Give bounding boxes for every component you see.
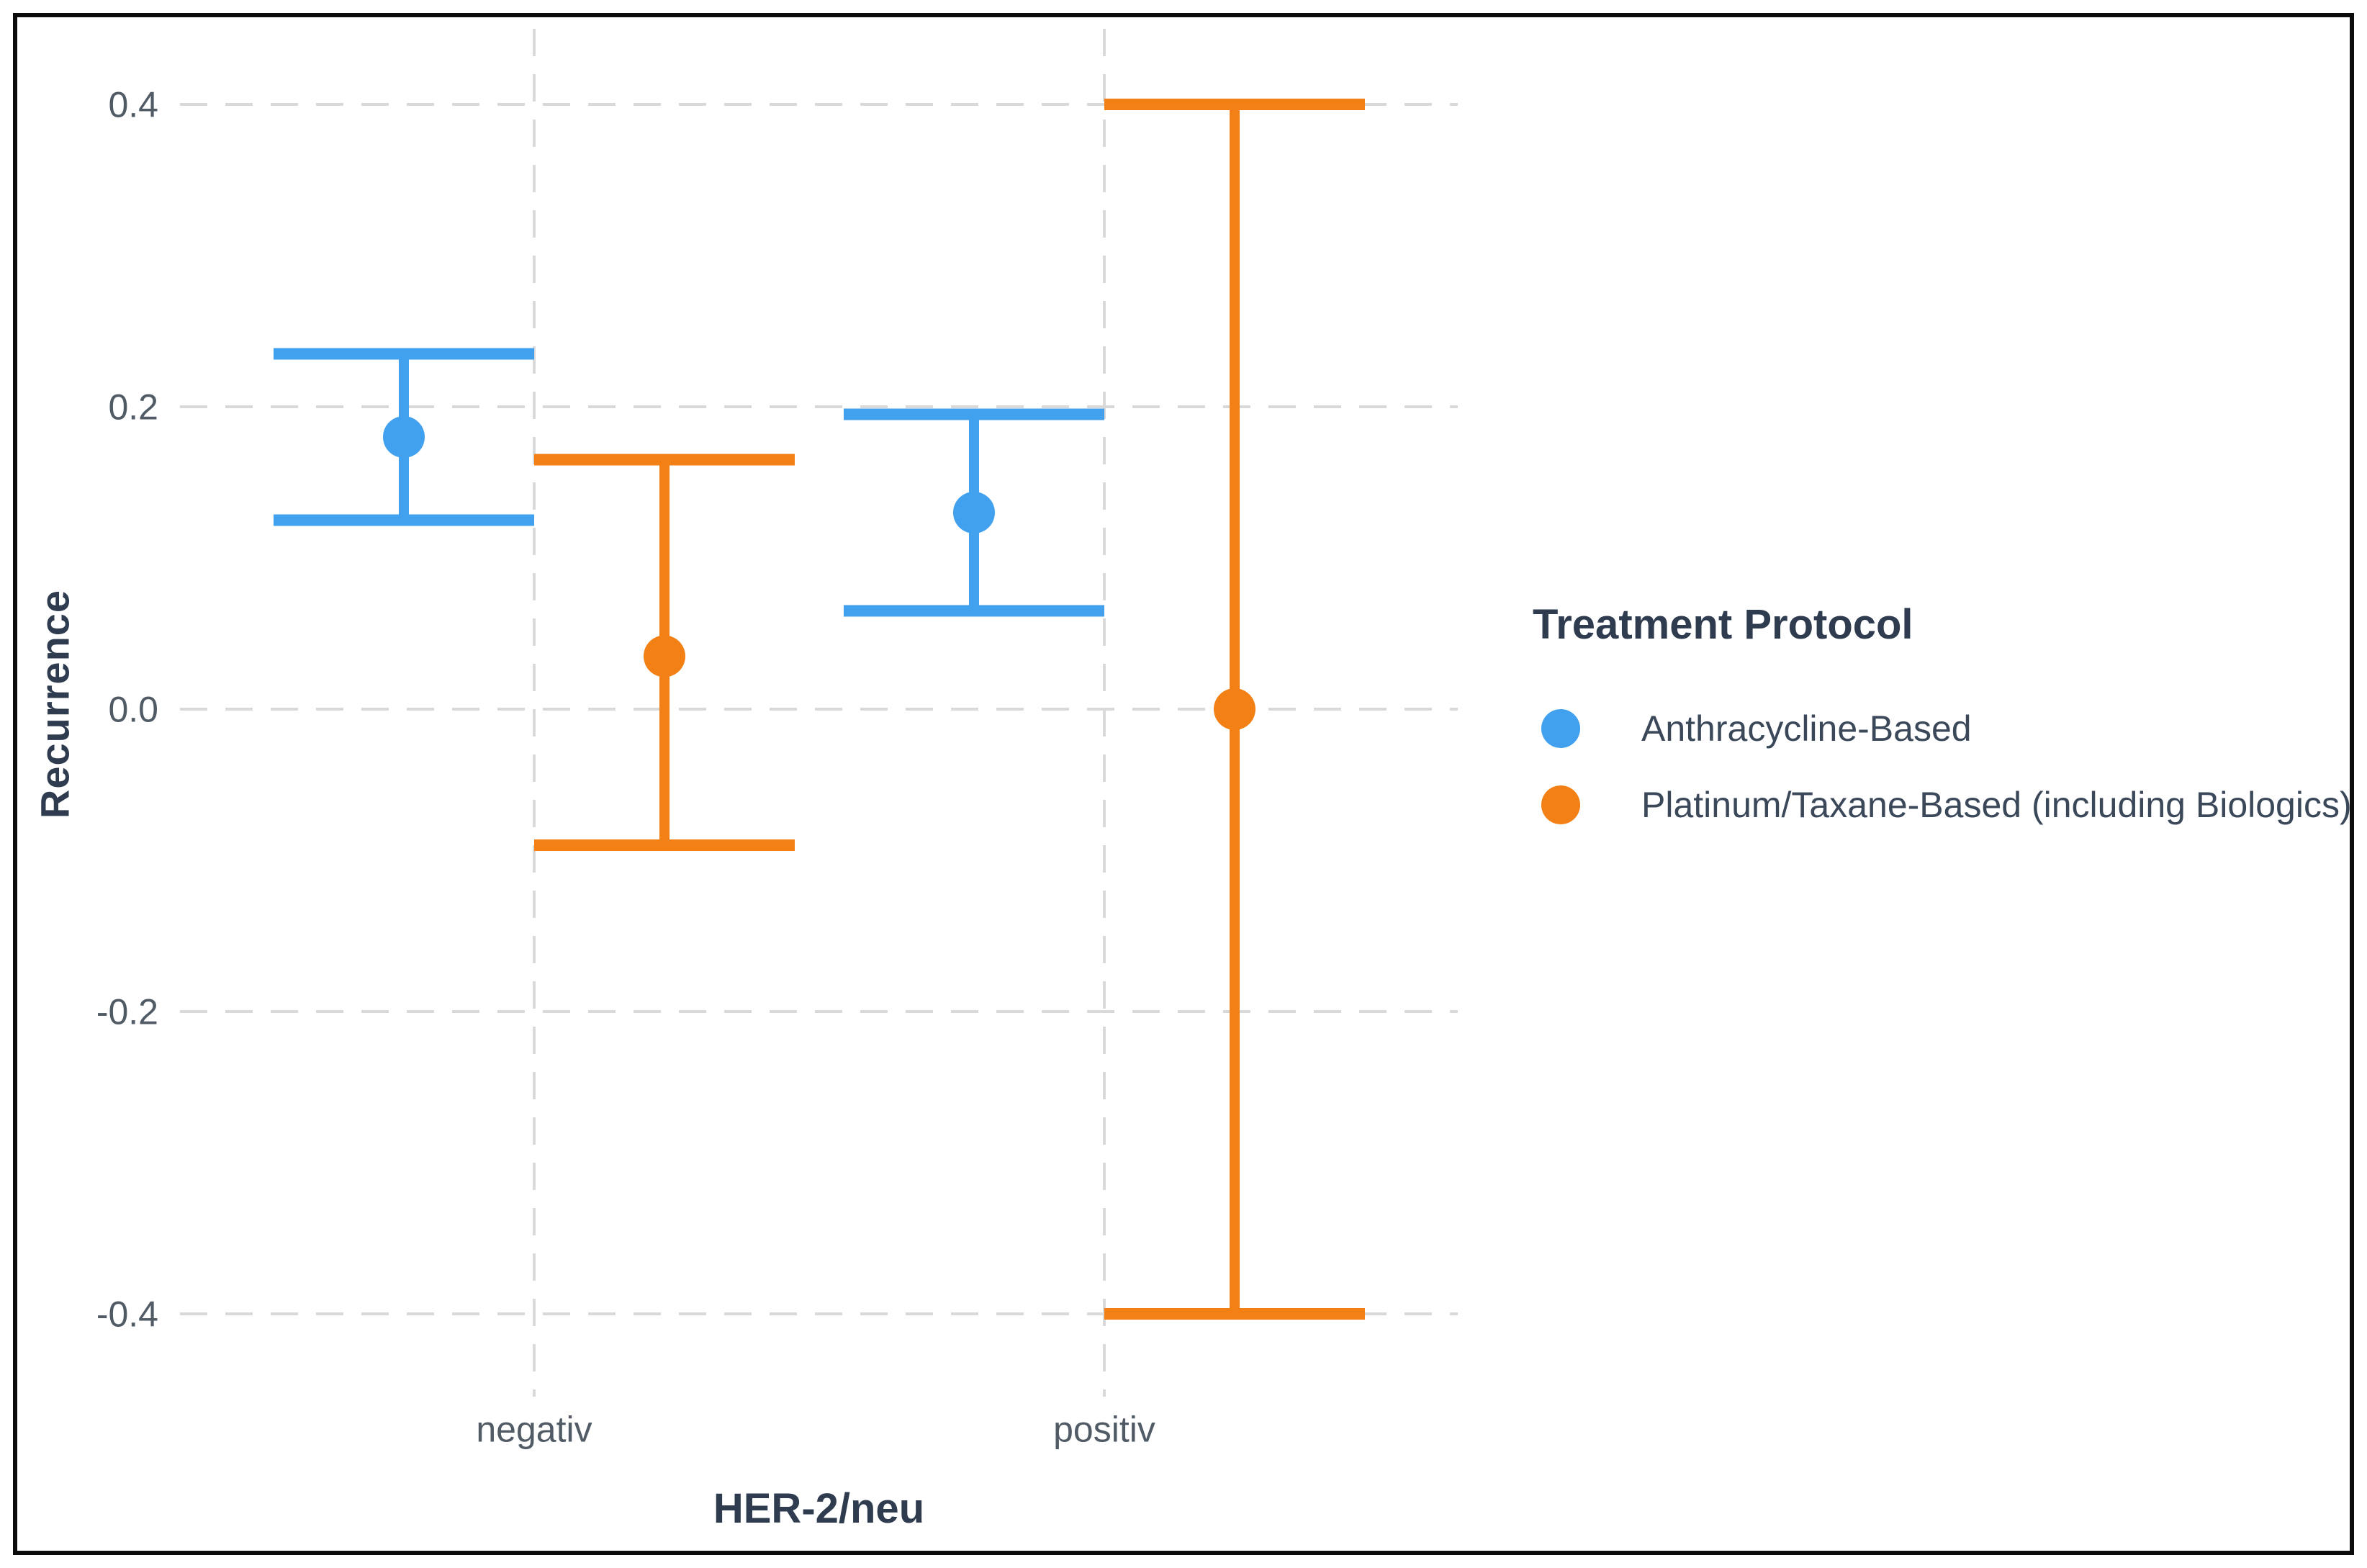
x-tick-label: positiv <box>1053 1410 1155 1450</box>
legend-title: Treatment Protocol <box>1533 601 1913 648</box>
legend-item-label: Platinum/Taxane-Based (including Biologi… <box>1641 785 2352 825</box>
x-tick-label: negativ <box>476 1410 592 1450</box>
y-tick-label: 0.4 <box>108 85 158 125</box>
legend-dot-icon <box>1541 785 1580 824</box>
mean-point <box>953 492 995 533</box>
legend-item: Anthracycline-Based <box>1533 708 2352 749</box>
y-tick-label: -0.4 <box>96 1294 158 1335</box>
mean-point <box>383 416 425 458</box>
legend-item: Platinum/Taxane-Based (including Biologi… <box>1533 785 2352 825</box>
legend-item-label: Anthracycline-Based <box>1641 708 1972 749</box>
legend: Treatment Protocol Anthracycline-Based P… <box>1533 600 2352 862</box>
y-axis-title: Recurrence <box>32 589 78 819</box>
y-tick-label: -0.2 <box>96 992 158 1032</box>
x-axis-title: HER-2/neu <box>713 1485 925 1532</box>
legend-dot-icon <box>1541 709 1580 748</box>
y-tick-label: 0.0 <box>108 690 158 730</box>
mean-point <box>1214 688 1255 730</box>
y-tick-label: 0.2 <box>108 387 158 428</box>
mean-point <box>644 635 685 677</box>
